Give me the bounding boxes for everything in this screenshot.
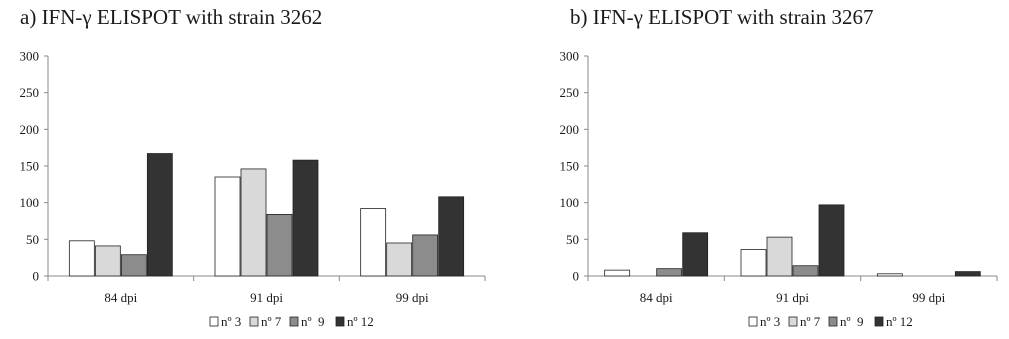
legend-label: nº 7 bbox=[261, 314, 282, 329]
bar bbox=[766, 236, 793, 277]
chart-0: a) IFN-γ ELISPOT with strain 3262 0 50 100 1… bbox=[20, 5, 486, 329]
bar bbox=[876, 273, 903, 277]
y-tick-label: 200 bbox=[560, 122, 580, 137]
y-tick-label: 50 bbox=[566, 232, 579, 247]
x-tick-label: 84 dpi bbox=[104, 290, 137, 305]
bar bbox=[818, 204, 845, 277]
legend-swatch bbox=[828, 316, 838, 327]
bar bbox=[292, 159, 319, 277]
y-tick-label: 150 bbox=[20, 159, 40, 174]
legend-swatch bbox=[748, 316, 758, 327]
chart-title: b) IFN-γ ELISPOT with strain 3267 bbox=[570, 5, 873, 29]
bar bbox=[740, 249, 767, 277]
bar bbox=[68, 240, 95, 277]
y-tick-label: 100 bbox=[20, 195, 40, 210]
x-tick-label: 91 dpi bbox=[776, 290, 809, 305]
legend-label: nº 3 bbox=[221, 314, 241, 329]
legend-label: nº 12 bbox=[347, 314, 374, 329]
chart-1: b) IFN-γ ELISPOT with strain 3267 0 50 100 1… bbox=[560, 5, 998, 329]
bar bbox=[412, 234, 439, 277]
legend-swatch bbox=[335, 316, 345, 327]
y-tick-label: 250 bbox=[560, 85, 580, 100]
y-tick-label: 150 bbox=[560, 159, 580, 174]
x-tick-label: 99 dpi bbox=[396, 290, 429, 305]
x-tick-label: 91 dpi bbox=[250, 290, 283, 305]
legend-swatch bbox=[249, 316, 259, 327]
legend-label: nº 7 bbox=[800, 314, 821, 329]
bar bbox=[386, 242, 413, 277]
x-tick-label: 84 dpi bbox=[640, 290, 673, 305]
legend-swatch bbox=[209, 316, 219, 327]
bar bbox=[656, 268, 683, 277]
legend-label: nº 12 bbox=[886, 314, 913, 329]
legend-label: nº 9 bbox=[301, 314, 325, 329]
legend-label: nº 9 bbox=[840, 314, 864, 329]
y-tick-label: 200 bbox=[20, 122, 40, 137]
legend: nº 3 nº 7 nº 9 nº 12 bbox=[209, 314, 374, 329]
y-tick-label: 0 bbox=[33, 269, 40, 284]
bar bbox=[792, 265, 819, 277]
bar bbox=[214, 176, 241, 277]
y-tick-label: 0 bbox=[573, 269, 580, 284]
x-tick-label: 99 dpi bbox=[912, 290, 945, 305]
y-tick-label: 300 bbox=[560, 49, 580, 64]
bar bbox=[94, 245, 121, 277]
bar bbox=[120, 254, 147, 277]
y-tick-label: 300 bbox=[20, 49, 40, 64]
legend-label: nº 3 bbox=[760, 314, 780, 329]
bar bbox=[682, 232, 709, 277]
bar bbox=[438, 196, 465, 277]
bar bbox=[266, 213, 293, 277]
legend: nº 3 nº 7 nº 9 nº 12 bbox=[748, 314, 913, 329]
legend-swatch bbox=[289, 316, 299, 327]
legend-swatch bbox=[874, 316, 884, 327]
y-tick-label: 100 bbox=[560, 195, 580, 210]
legend-swatch bbox=[788, 316, 798, 327]
bar bbox=[146, 153, 173, 277]
bar bbox=[604, 269, 631, 277]
bar bbox=[240, 168, 267, 277]
bar bbox=[954, 271, 981, 277]
y-tick-label: 250 bbox=[20, 85, 40, 100]
bar bbox=[360, 208, 387, 277]
chart-title: a) IFN-γ ELISPOT with strain 3262 bbox=[20, 5, 322, 29]
y-tick-label: 50 bbox=[26, 232, 39, 247]
